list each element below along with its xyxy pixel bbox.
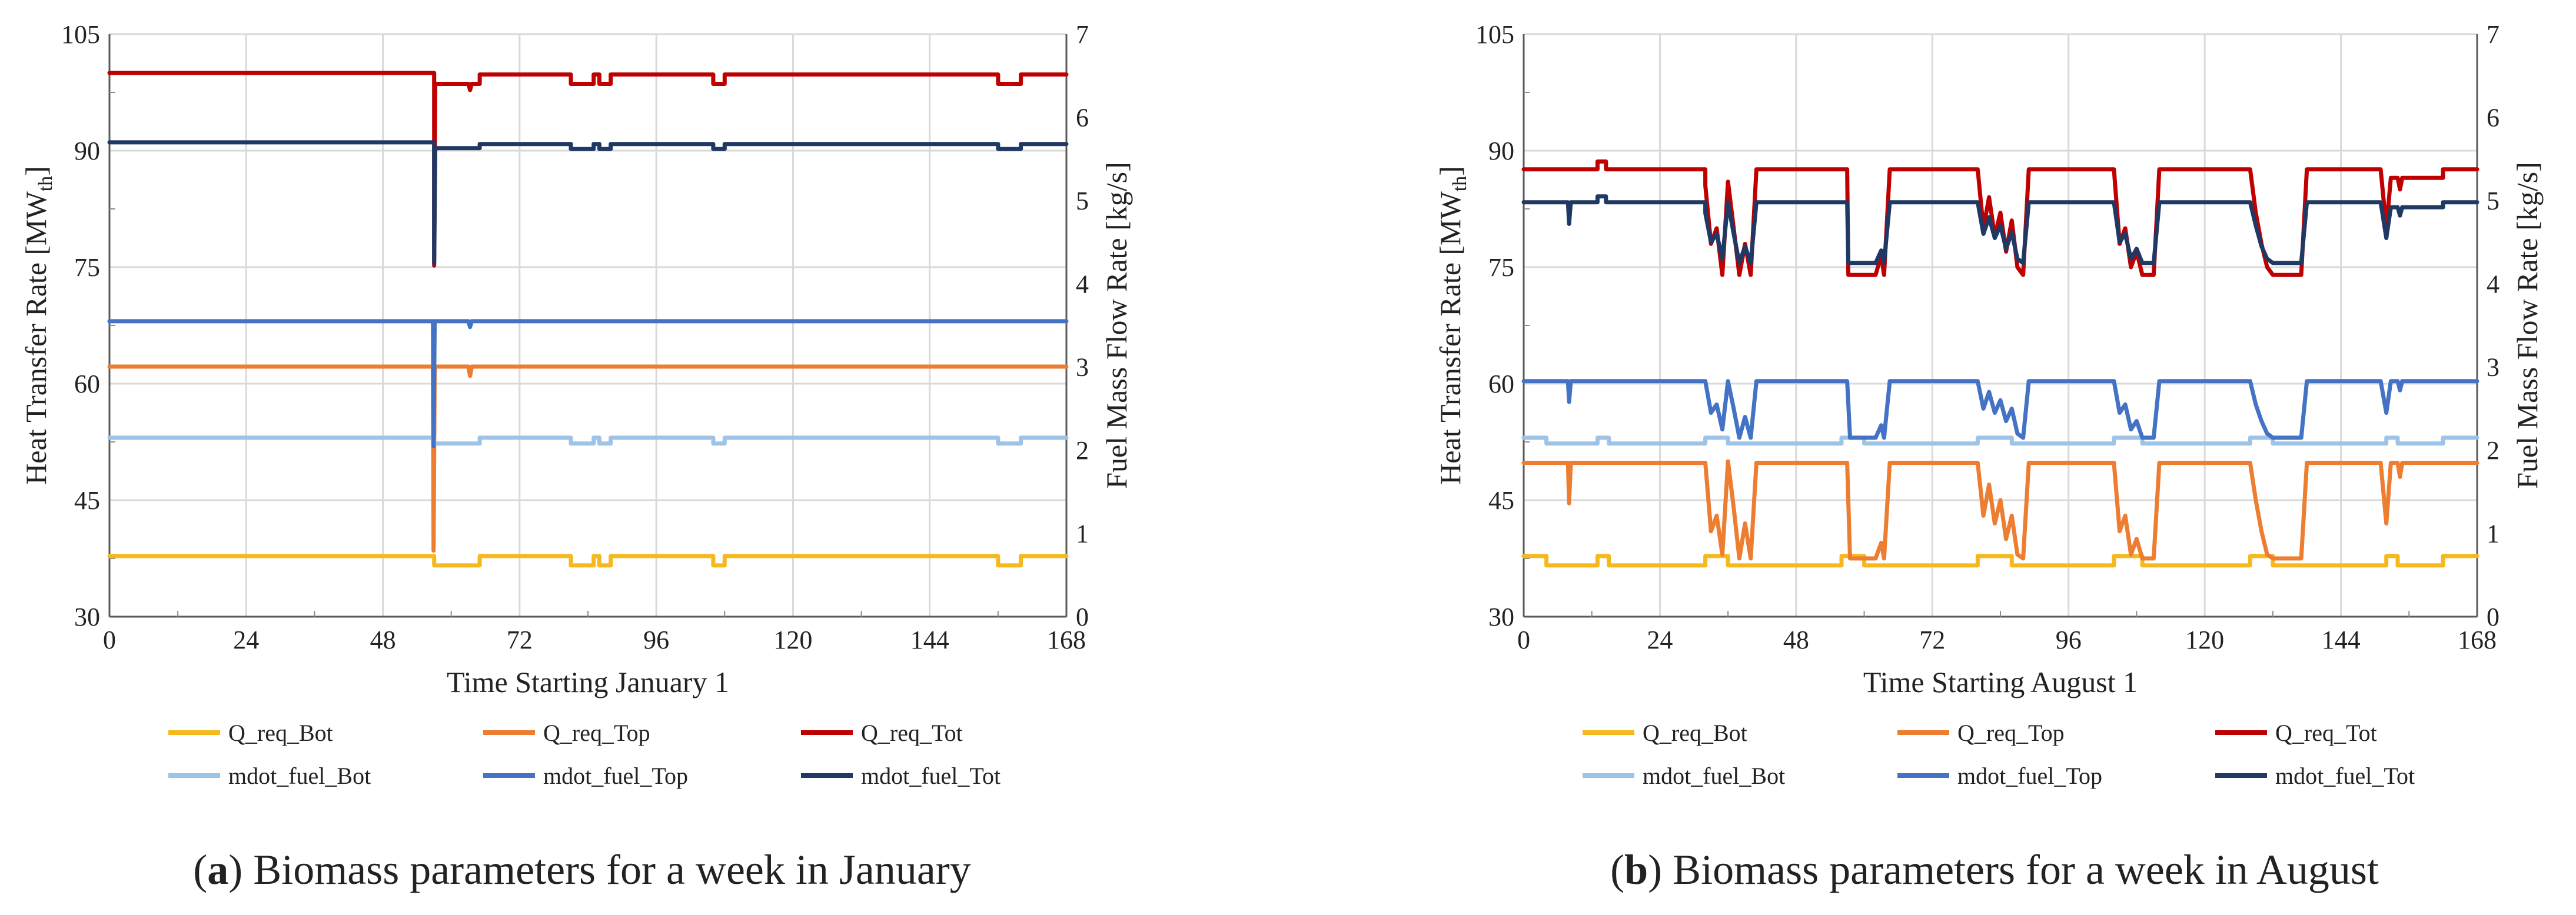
- gridlines: [108, 33, 1068, 618]
- legend-label: mdot_fuel_Tot: [861, 763, 1001, 789]
- y-left-tick-label: 60: [74, 370, 100, 398]
- y-right-tick-label: 5: [2487, 187, 2499, 215]
- legend-label: Q_req_Bot: [228, 720, 333, 746]
- y-right-axis-title: Fuel Mass Flow Rate [kg/s]: [1100, 162, 1133, 489]
- y-left-tick-label: 60: [1488, 370, 1514, 398]
- x-tick-label: 0: [103, 625, 116, 654]
- y-left-axis-title-sub: th: [1449, 176, 1471, 191]
- x-tick-label: 96: [2056, 625, 2082, 654]
- y-right-tick-label: 2: [1076, 436, 1089, 465]
- legend-label: Q_req_Tot: [861, 720, 963, 746]
- y-left-axis-title: Heat Transfer Rate [MWth]: [19, 166, 56, 485]
- caption-text: ) Biomass parameters for a week in Augus…: [1648, 846, 2379, 893]
- legend: Q_req_Bot Q_req_Top Q_req_Tot mdot_fuel_Bot…: [168, 720, 1001, 789]
- x-tick-label: 144: [910, 625, 949, 654]
- y-right-axis-title: Fuel Mass Flow Rate [kg/s]: [2511, 162, 2544, 489]
- y-left-axis-title-main: Heat Transfer Rate [MW: [1434, 191, 1467, 485]
- y-left-tick-label: 75: [1488, 253, 1514, 282]
- legend-label: Q_req_Top: [543, 720, 650, 746]
- y-left-tick-label: 105: [1475, 20, 1514, 49]
- series-line-q-req-bot: [1521, 554, 2479, 568]
- y-right-tick-label: 1: [2487, 520, 2499, 548]
- y-left-tick-label: 105: [61, 20, 100, 49]
- x-tick-label: 168: [2458, 625, 2497, 654]
- y-left-axis-title-end: ]: [1434, 166, 1467, 176]
- caption-open-paren: (: [1610, 846, 1624, 893]
- x-tick-label: 72: [1919, 625, 1945, 654]
- y-right-tick-label: 7: [2487, 20, 2499, 49]
- y-left-tick-label: 90: [1488, 137, 1514, 165]
- legend-label: mdot_fuel_Bot: [228, 763, 371, 789]
- x-tick-label: 48: [370, 625, 396, 654]
- legend-label: Q_req_Bot: [1643, 720, 1747, 746]
- series-line-mdot-fuel-top: [107, 319, 1069, 448]
- series-line-mdot-fuel-tot: [107, 140, 1069, 265]
- legend: Q_req_Bot Q_req_Top Q_req_Tot mdot_fuel_Bot…: [1583, 720, 2415, 789]
- legend-label: Q_req_Top: [1957, 720, 2065, 746]
- caption-letter: b: [1624, 846, 1648, 893]
- y-right-tick-label: 1: [1076, 520, 1089, 548]
- x-tick-label: 120: [773, 625, 812, 654]
- figure-caption: (b) Biomass parameters for a week in Aug…: [1610, 846, 2379, 893]
- x-tick-label: 72: [507, 625, 533, 654]
- y-left-axis-title-sub: th: [35, 176, 56, 191]
- y-left-tick-label: 30: [74, 603, 100, 631]
- y-left-axis-title-end: ]: [19, 166, 52, 176]
- caption-open-paren: (: [193, 846, 207, 893]
- x-tick-label: 24: [1647, 625, 1673, 654]
- x-tick-label: 48: [1783, 625, 1809, 654]
- series-line-q-req-bot: [107, 554, 1069, 568]
- series-line-q-req-top: [1521, 459, 2479, 561]
- series-line-q-req-tot: [107, 71, 1069, 268]
- legend-label: mdot_fuel_Tot: [2275, 763, 2415, 789]
- y-right-tick-label: 4: [1076, 269, 1089, 298]
- y-right-tick-label: 4: [2487, 269, 2499, 298]
- y-right-tick-label: 3: [2487, 353, 2499, 382]
- y-left-tick-label: 45: [74, 486, 100, 515]
- series-line-mdot-fuel-bot: [107, 435, 1069, 446]
- y-right-tick-label: 3: [1076, 353, 1089, 382]
- legend-label: mdot_fuel_Bot: [1643, 763, 1785, 789]
- y-right-tick-label: 2: [2487, 436, 2499, 465]
- chart-a-svg: 0 24 48 72 96 120 144 168304560759010501234567T…: [19, 20, 1133, 893]
- chart-b-svg: 0 24 48 72 96 120 144 168304560759010501234567T…: [1434, 20, 2544, 893]
- x-tick-label: 144: [2322, 625, 2361, 654]
- gridlines: [1523, 33, 2478, 618]
- y-left-axis-title: Heat Transfer Rate [MWth]: [1434, 166, 1471, 485]
- x-tick-label: 168: [1047, 625, 1086, 654]
- legend-label: Q_req_Tot: [2275, 720, 2377, 746]
- caption-letter: a: [207, 846, 228, 893]
- series-line-mdot-fuel-bot: [1521, 435, 2479, 446]
- y-right-tick-label: 6: [1076, 103, 1089, 132]
- series-line-q-req-tot: [1521, 159, 2479, 277]
- y-right-tick-label: 0: [1076, 603, 1089, 631]
- y-right-tick-label: 0: [2487, 603, 2499, 631]
- x-tick-label: 96: [643, 625, 669, 654]
- series-line-mdot-fuel-top: [1521, 379, 2479, 440]
- series-group: [1521, 159, 2479, 568]
- y-left-tick-label: 45: [1488, 486, 1514, 515]
- x-tick-label: 120: [2185, 625, 2224, 654]
- y-right-tick-label: 6: [2487, 103, 2499, 132]
- y-left-axis-title-main: Heat Transfer Rate [MW: [19, 191, 52, 485]
- series-line-mdot-fuel-tot: [1521, 194, 2479, 265]
- y-right-tick-label: 5: [1076, 187, 1089, 215]
- chart-panel-b: 0 24 48 72 96 120 144 168 30 45 60 75 90 105 0 1 2 3 4 5 6 7 T…: [1412, 0, 2576, 912]
- y-left-tick-label: 90: [74, 137, 100, 165]
- y-left-tick-label: 75: [74, 253, 100, 282]
- x-axis-title: Time Starting January 1: [447, 666, 729, 698]
- x-tick-label: 24: [233, 625, 259, 654]
- y-left-tick-label: 30: [1488, 603, 1514, 631]
- legend-label: mdot_fuel_Top: [543, 763, 688, 789]
- x-tick-label: 0: [1517, 625, 1530, 654]
- figure-caption: (a) Biomass parameters for a week in Jan…: [193, 846, 971, 893]
- caption-text: ) Biomass parameters for a week in Janua…: [228, 846, 971, 893]
- legend-label: mdot_fuel_Top: [1957, 763, 2102, 789]
- series-line-q-req-top: [107, 364, 1069, 553]
- series-group: [107, 71, 1069, 568]
- chart-panel-a: 0 24 48 72 96 120 144 168 30 45 60 75 90 105 0 1 2 3 4 5 6 7 T…: [19, 20, 1133, 893]
- y-right-tick-label: 7: [1076, 20, 1089, 49]
- x-axis-title: Time Starting August 1: [1863, 666, 2138, 698]
